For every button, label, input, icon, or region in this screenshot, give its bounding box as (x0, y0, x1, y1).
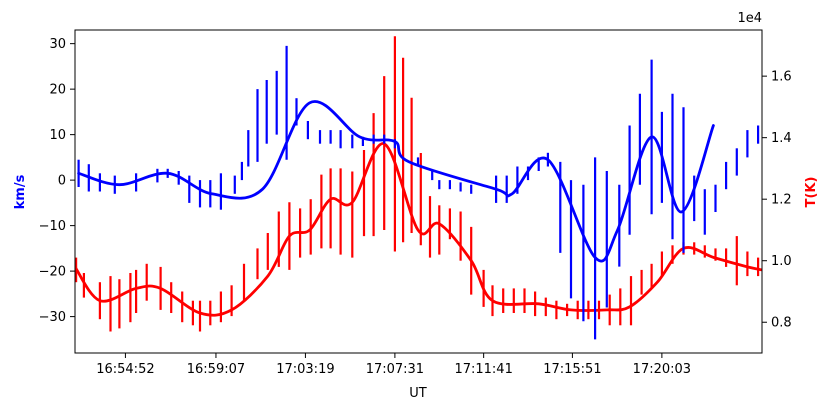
y-right-tick-label: 1.6 (771, 70, 792, 85)
y-left-tick-label: 30 (49, 37, 66, 52)
x-axis-title: UT (409, 386, 427, 401)
x-tick-label: 17:03:19 (276, 362, 334, 377)
x-tick-label: 16:54:52 (96, 362, 154, 377)
y-offset-label: 1e4 (737, 11, 762, 26)
x-tick-label: 16:59:07 (187, 362, 245, 377)
y-left-axis-title: km/s (13, 174, 28, 209)
plot-frame (74, 29, 763, 354)
y-left-tick-label: −10 (39, 219, 66, 234)
y-left-tick-label: 0 (58, 174, 66, 189)
y-left-tick-label: 10 (49, 128, 66, 143)
y-left-tick-label: 20 (49, 83, 66, 98)
y-right-axis-title: T(K) (804, 177, 819, 208)
x-tick-label: 17:07:31 (366, 362, 424, 377)
y-right-tick-label: 1.4 (771, 131, 792, 146)
y-right-tick-label: 1.2 (771, 193, 792, 208)
y-left-tick-label: −30 (39, 310, 66, 325)
x-tick-label: 17:11:41 (454, 362, 512, 377)
x-tick-label: 17:15:51 (543, 362, 601, 377)
temperature-series-line (75, 142, 762, 317)
velocity-series-line (77, 100, 715, 263)
y-right-tick-label: 1.0 (771, 254, 792, 269)
y-right-tick-label: 0.8 (771, 316, 792, 331)
y-left-tick-label: −20 (39, 265, 66, 280)
x-tick-label: 17:20:03 (633, 362, 691, 377)
